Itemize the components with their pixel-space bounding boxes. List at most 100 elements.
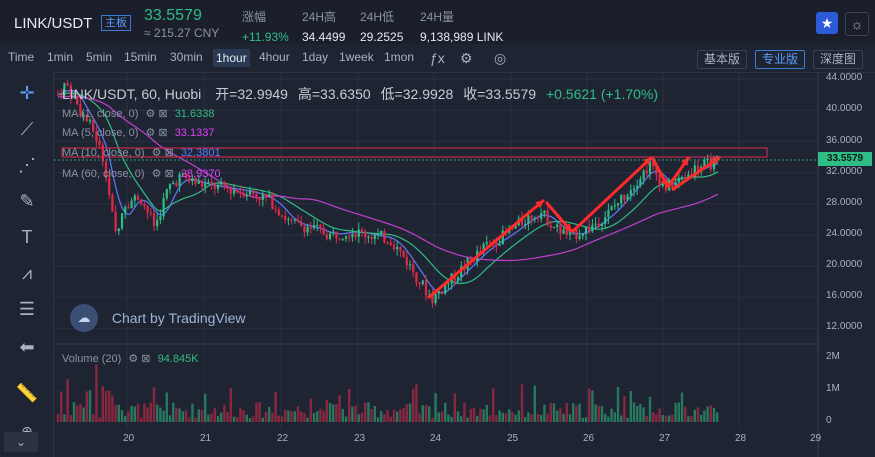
pair-title[interactable]: LINK/USDT: [14, 15, 93, 32]
candle-body: [578, 235, 581, 239]
chart-grid: [54, 72, 818, 428]
screenshot-icon[interactable]: ◎: [494, 50, 507, 66]
tradingview-watermark[interactable]: ☁ Chart by TradingView: [70, 304, 245, 332]
interval-15min[interactable]: 15min: [124, 50, 157, 64]
ma-settings-icon[interactable]: ⚙ ⊠: [145, 108, 168, 120]
crosshair-icon[interactable]: ✛: [19, 83, 35, 103]
volume-value: 94.845K: [157, 353, 199, 365]
volume-bar: [300, 411, 303, 422]
ma-settings-icon[interactable]: ⚙ ⊠: [151, 147, 174, 159]
price-chart[interactable]: [54, 72, 875, 457]
back-arrow-icon[interactable]: ⬅: [19, 337, 35, 357]
prediction-icon[interactable]: ☰: [18, 299, 36, 319]
interval-1week[interactable]: 1week: [339, 50, 374, 64]
ma-value: 31.6338: [174, 108, 215, 120]
volume-bar: [348, 388, 351, 422]
candle-body: [85, 114, 88, 122]
volume-bar: [140, 417, 143, 422]
interval-1day[interactable]: 1day: [302, 50, 329, 64]
volume-bar: [716, 412, 719, 422]
volume-bar: [613, 412, 616, 422]
depth-chart-button[interactable]: 深度图: [813, 50, 864, 69]
volume-settings-icon[interactable]: ⚙ ⊠: [128, 353, 151, 365]
candle-body: [588, 226, 591, 232]
volume-legend[interactable]: Volume (20) ⚙ ⊠ 94.845K: [62, 352, 199, 365]
volume-bar: [700, 414, 703, 422]
interval-toolbar: Time 1min 5min 15min 30min 1hour 4hour 1…: [0, 44, 875, 73]
vol-tick: 2M: [826, 351, 840, 362]
annotation-arrow-line: [427, 198, 545, 300]
collapse-chevron-icon[interactable]: ⌄: [4, 432, 38, 452]
candle-body: [319, 224, 322, 228]
volume-bar: [367, 402, 370, 422]
candle-body: [360, 229, 364, 232]
volume-bar: [412, 388, 415, 422]
candle-body: [63, 83, 66, 96]
ma-settings-icon[interactable]: ⚙ ⊠: [151, 168, 174, 180]
volume-bar: [220, 412, 223, 422]
theme-toggle-icon[interactable]: ☼: [845, 12, 869, 36]
volume-bar: [130, 405, 133, 422]
candle-body: [677, 177, 680, 183]
candle-body: [421, 280, 424, 285]
pattern-icon[interactable]: ⩘: [21, 263, 33, 283]
interval-time[interactable]: Time: [8, 50, 35, 64]
ma-line: [57, 89, 719, 294]
interval-1mon[interactable]: 1mon: [384, 50, 415, 64]
candle-body: [562, 229, 565, 234]
resistance-rectangle[interactable]: [61, 147, 768, 158]
volume-bar: [136, 403, 140, 422]
volume-bar: [687, 416, 690, 422]
ma-legend-3[interactable]: MA (10, close, 0) ⚙ ⊠ 32.3801: [62, 146, 221, 159]
text-tool-icon[interactable]: T: [21, 227, 33, 247]
settings-gear-icon[interactable]: ⚙: [460, 50, 473, 66]
interval-4hour[interactable]: 4hour: [259, 50, 290, 64]
volume-bar: [405, 404, 408, 422]
ma-legend-4[interactable]: MA (60, close, 0) ⚙ ⊠ 28.9370: [62, 167, 221, 180]
x-tick: 24: [430, 433, 442, 444]
candle-body: [380, 231, 383, 234]
volume-bar: [540, 415, 543, 422]
ma-name: MA (1, close, 0): [62, 108, 139, 120]
interval-5min[interactable]: 5min: [86, 50, 113, 64]
volume-bar: [146, 407, 149, 422]
stat-low: 24H低 29.2525: [360, 8, 403, 44]
version-pro-button[interactable]: 专业版: [755, 50, 806, 69]
candle-body: [232, 190, 236, 194]
zoom-in-icon[interactable]: ⊕: [21, 423, 33, 439]
y-tick: 16.0000: [826, 290, 863, 301]
volume-bar: [533, 385, 536, 422]
volume-bar: [418, 413, 421, 422]
version-basic-button[interactable]: 基本版: [697, 50, 748, 69]
ma-legend-1[interactable]: MA (1, close, 0) ⚙ ⊠ 31.6338: [62, 107, 214, 120]
candle-body: [642, 170, 645, 180]
trendline-icon[interactable]: ⟋: [20, 119, 34, 139]
volume-bar: [469, 408, 472, 422]
stat-label: 24H低: [360, 10, 395, 24]
volume-bar: [373, 405, 376, 422]
candle-body: [220, 181, 223, 185]
fib-channel-icon[interactable]: ⋰: [18, 155, 36, 175]
volume-bar: [149, 402, 152, 422]
ma-settings-icon[interactable]: ⚙ ⊠: [145, 127, 168, 139]
candle-body: [274, 208, 277, 210]
interval-1hour[interactable]: 1hour: [213, 49, 250, 67]
interval-30min[interactable]: 30min: [170, 50, 203, 64]
annotation-arrow-line: [570, 155, 654, 234]
candle-body: [440, 291, 444, 294]
ruler-icon[interactable]: 📏: [15, 383, 39, 403]
volume-bar: [88, 390, 92, 422]
chart-symbol[interactable]: LINK/USDT, 60, Huobi: [62, 86, 202, 102]
volume-bar: [434, 393, 437, 422]
favorite-star-icon[interactable]: ★: [816, 12, 838, 34]
brush-icon[interactable]: ✎: [19, 191, 35, 211]
ma-legend-2[interactable]: MA (5, close, 0) ⚙ ⊠ 33.1337: [62, 126, 214, 139]
indicator-icon[interactable]: ƒx: [430, 50, 445, 66]
volume-bar: [274, 391, 277, 422]
interval-1min[interactable]: 1min: [47, 50, 74, 64]
moving-averages: [57, 89, 719, 294]
volume-bar: [216, 415, 220, 422]
volume-bar: [194, 417, 197, 422]
volume-bar: [460, 416, 463, 422]
candle-body: [108, 177, 111, 195]
